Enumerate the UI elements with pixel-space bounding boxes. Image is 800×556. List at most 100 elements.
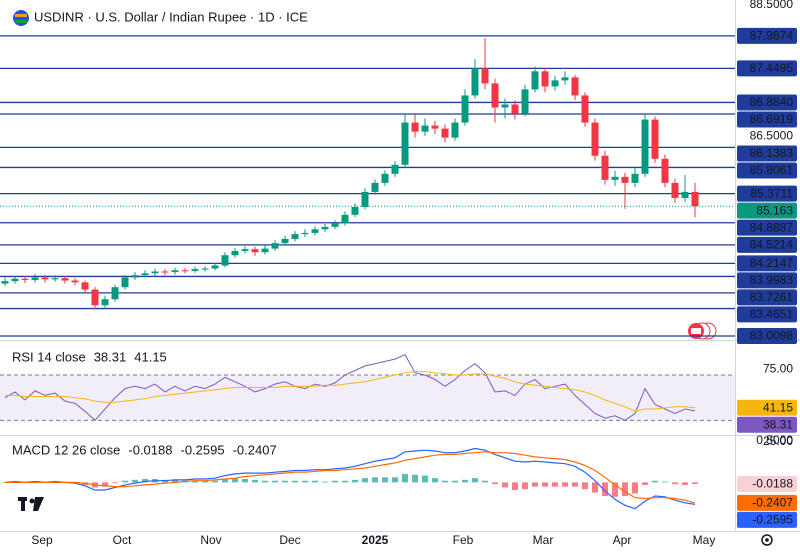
macd-histogram-bar: [392, 477, 398, 483]
macd-histogram-bar: [272, 480, 278, 483]
x-tick-label: May: [693, 533, 716, 547]
candle-body: [111, 287, 119, 300]
candle-body: [251, 249, 259, 253]
candle-body: [311, 229, 319, 233]
macd-line: [5, 451, 696, 504]
macd-histogram-bar: [292, 480, 298, 483]
candle-body: [681, 191, 689, 198]
candle-body: [161, 271, 169, 273]
indicator-title: RSI 14 close: [12, 349, 86, 364]
candle-body: [561, 77, 569, 81]
candle-body: [231, 251, 239, 256]
candle-body: [211, 265, 219, 269]
macd-histogram-bar: [652, 480, 658, 483]
macd-histogram-bar: [102, 482, 108, 487]
settings-icon[interactable]: [761, 534, 773, 546]
macd-histogram-bar: [342, 480, 348, 483]
macd-histogram-bar: [542, 482, 548, 487]
x-tick-label: 2025: [362, 533, 389, 547]
flag-badge[interactable]: [688, 322, 717, 340]
macd-value-label-box: [737, 494, 797, 511]
candle-body: [381, 173, 389, 183]
candle-body: [631, 173, 639, 183]
level-label: 84.2147: [750, 256, 794, 270]
x-tick-label: Apr: [613, 533, 632, 547]
y-tick-label: 0.5000: [756, 433, 793, 447]
candle-body: [131, 275, 139, 278]
macd-histogram-bar: [642, 482, 648, 485]
level-label-box: [737, 111, 797, 128]
symbol-icon[interactable]: [13, 10, 29, 26]
x-tick-label: Oct: [113, 533, 132, 547]
level-label: 85.8061: [750, 163, 794, 177]
candle-body: [391, 164, 399, 174]
candle-body: [151, 271, 159, 274]
indicator-value: -0.2595: [180, 442, 224, 457]
macd-histogram-bar: [662, 481, 668, 483]
level-label-box: [737, 236, 797, 253]
macd-histogram-bar: [532, 482, 538, 487]
candle-body: [1, 281, 9, 284]
macd-histogram-bar: [562, 482, 568, 487]
y-tick-label: 75.00: [763, 362, 793, 376]
indicator-value: -0.2407: [233, 442, 277, 457]
level-label: 85.3711: [751, 186, 794, 200]
rsi-band-fill: [0, 374, 735, 421]
level-label: 87.9874: [750, 29, 794, 43]
candle-body: [671, 182, 679, 198]
candle-body: [591, 122, 599, 156]
candle-body: [511, 104, 519, 114]
rsi-value-label-box: [737, 399, 797, 416]
candle-body: [661, 158, 669, 183]
x-tick-label: Feb: [453, 533, 474, 547]
candle-body: [641, 119, 649, 174]
rsi-line: [5, 371, 696, 412]
level-label: 83.4651: [750, 307, 794, 321]
candle-body: [501, 104, 509, 108]
candle-body: [81, 282, 89, 290]
macd-histogram-bar: [382, 477, 388, 483]
candle-body: [571, 77, 579, 96]
macd-histogram-bar: [612, 482, 618, 497]
candle-body: [491, 83, 499, 108]
candle-body: [551, 80, 559, 87]
macd-histogram-bar: [582, 482, 588, 490]
chart-title: USDINR · U.S. Dollar / Indian Rupee · 1D…: [34, 9, 308, 24]
candle-body: [271, 243, 279, 249]
tradingview-logo[interactable]: [18, 497, 44, 511]
rsi-value-label-box: [737, 416, 797, 433]
level-label: 83.7261: [750, 290, 794, 304]
candle-body: [441, 128, 449, 138]
level-label: 86.1383: [750, 146, 794, 160]
macd-histogram-bar: [452, 480, 458, 483]
candle-body: [11, 278, 19, 282]
candle-body: [31, 277, 39, 280]
candle-body: [371, 182, 379, 192]
macd-histogram-bar: [222, 479, 228, 483]
macd-hist-label-box: [737, 475, 797, 492]
candle-body: [481, 68, 489, 84]
level-label: 84.8887: [750, 220, 794, 234]
macd-histogram-bar: [412, 474, 418, 483]
macd-histogram-bar: [522, 482, 528, 490]
macd-histogram-bar: [632, 482, 638, 494]
rsi-value-label: 38.31: [763, 417, 793, 431]
candle-body: [291, 234, 299, 239]
candle-body: [221, 255, 229, 266]
macd-histogram-bar: [512, 482, 518, 491]
candle-body: [331, 223, 339, 227]
level-label-box: [737, 145, 797, 162]
macd-histogram-bar: [302, 480, 308, 483]
macd-histogram-bar: [672, 482, 678, 485]
rsi-value-label: 41.15: [763, 400, 793, 414]
x-tick-label: Sep: [31, 533, 53, 547]
candle-body: [201, 268, 209, 270]
indicator-value: 38.31: [94, 349, 127, 364]
candle-body: [101, 299, 109, 306]
candle-body: [471, 68, 479, 96]
macd-histogram-bar: [622, 482, 628, 496]
level-label: 83.0098: [750, 329, 794, 343]
macd-histogram-bar: [682, 482, 688, 485]
